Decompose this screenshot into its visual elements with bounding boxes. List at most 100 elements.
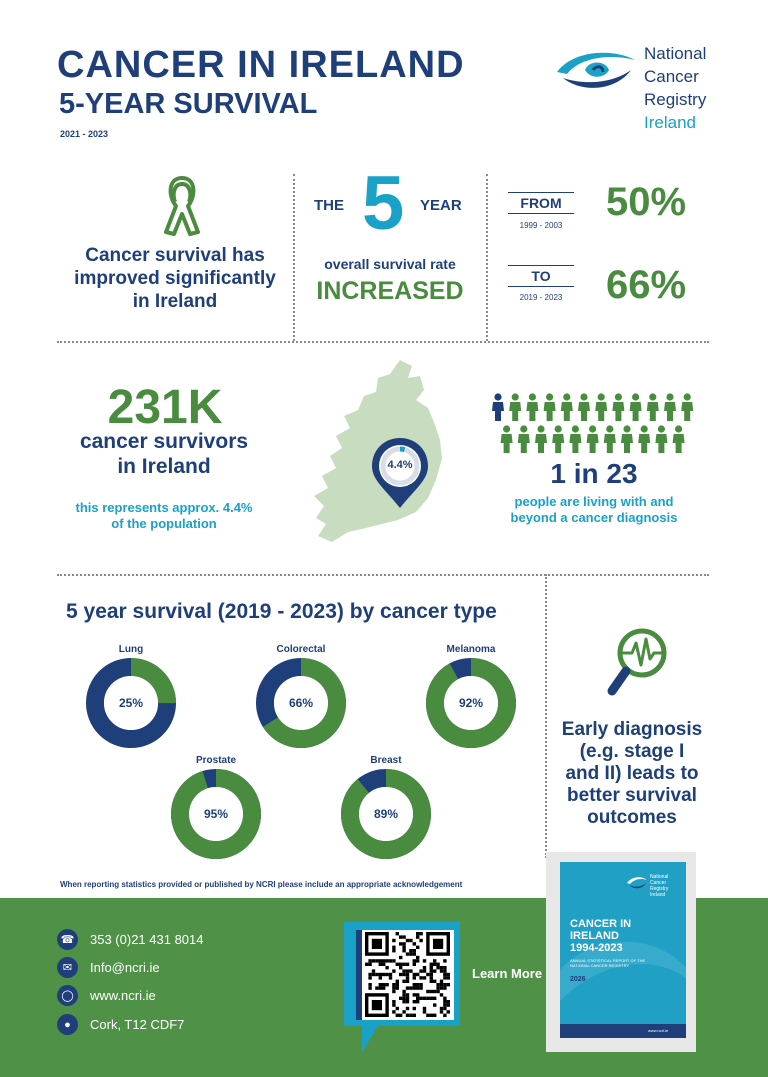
report-subtitle: ANNUAL STATISTICAL REPORT OF THE NATIONA… <box>570 958 645 968</box>
survivor-count: 231K <box>107 381 223 434</box>
divider <box>57 341 709 343</box>
donut-name-label: Prostate <box>196 755 236 766</box>
survivor-note-line: of the population <box>111 516 217 531</box>
logo-text: National Cancer Registry Ireland <box>644 42 706 134</box>
logo-line: National <box>644 44 707 63</box>
donut-value-label: 92% <box>459 696 483 710</box>
person-figure <box>526 393 539 421</box>
donut-survival-slice <box>86 658 176 748</box>
survivor-label: cancer survivors in Ireland <box>52 429 276 479</box>
person-figure <box>612 393 625 421</box>
person-figure <box>535 425 547 453</box>
person-figure <box>492 393 504 421</box>
pin-value: 4.4% <box>387 459 413 471</box>
logo-line: Cancer <box>644 67 699 86</box>
donut-melanoma: Melanoma 92% <box>426 644 516 748</box>
report-subtitle-line: NATIONAL CANCER REGISTRY <box>570 963 630 968</box>
to-box <box>508 265 574 287</box>
location-pin-icon: ● <box>57 1014 78 1035</box>
to-label: TO <box>531 268 551 284</box>
phone-text[interactable]: 353 (0)21 431 8014 <box>90 932 204 947</box>
donut-value-label: 89% <box>374 807 398 821</box>
donut-name-label: Breast <box>370 755 402 766</box>
person-figure <box>560 393 573 421</box>
person-figure <box>578 393 590 421</box>
donut-value-label: 95% <box>204 807 228 821</box>
person-figure <box>681 393 694 421</box>
donut-survival-slice <box>426 658 516 748</box>
donut-survival-slice <box>341 769 431 859</box>
early-line: better survival <box>567 785 697 806</box>
person-figure <box>664 393 676 421</box>
person-figure <box>509 393 522 421</box>
divider <box>486 174 488 341</box>
improvement-line: improved significantly <box>74 268 276 289</box>
contact-address: ● Cork, T12 CDF7 <box>57 1014 184 1035</box>
donut-charts: Lung 25% Colorectal 66% Melanoma 92% Prostate 9… <box>86 644 516 859</box>
report-swirl-icon <box>560 941 686 1002</box>
report-logo-line: Registry <box>650 886 669 892</box>
report-subtitle-line: ANNUAL STATISTICAL REPORT OF THE <box>570 958 646 963</box>
email-link[interactable]: Info@ncri.ie <box>90 960 160 975</box>
from-box <box>508 192 574 214</box>
by-type-heading: 5 year survival (2019 - 2023) by cancer … <box>66 600 497 623</box>
logo-line: Ireland <box>644 113 696 132</box>
person-figure <box>629 393 642 421</box>
awareness-ribbon-icon <box>164 176 200 236</box>
page-title: CANCER IN IRELAND <box>57 44 465 86</box>
from-label: FROM <box>520 195 562 211</box>
donut-value-label: 66% <box>289 696 313 710</box>
magnifier-heartbeat-icon <box>607 628 667 696</box>
person-figure <box>543 393 556 421</box>
person-figure <box>586 425 599 453</box>
donut-name-label: Colorectal <box>277 644 326 655</box>
person-figure <box>603 425 616 453</box>
contact-email: ✉ Info@ncri.ie <box>57 957 160 978</box>
report-cover[interactable]: National Cancer Registry Ireland CANCER … <box>560 862 686 1038</box>
survivor-label-line: cancer survivors <box>79 430 249 453</box>
rate-status: INCREASED <box>316 277 464 305</box>
improvement-line: Cancer survival has <box>85 245 265 266</box>
from-value: 50% <box>606 180 687 224</box>
person-figure <box>621 425 633 453</box>
contact-phone: ☎ 353 (0)21 431 8014 <box>57 929 203 950</box>
ncri-eye-logo-icon <box>557 52 635 88</box>
donut-prostate: Prostate 95% <box>171 755 261 859</box>
person-figure <box>595 393 608 421</box>
web-link[interactable]: www.ncri.ie <box>90 988 156 1003</box>
early-line: (e.g. stage I <box>579 741 685 762</box>
report-title-line: IRELAND <box>570 930 619 942</box>
learn-more-link[interactable]: Learn More <box>472 966 543 981</box>
from-period: 1999 - 2003 <box>519 221 563 230</box>
donut-survival-slice <box>171 769 261 859</box>
rate-number: 5 <box>362 161 405 246</box>
donut-breast: Breast 89% <box>341 755 431 859</box>
donut-name-label: Lung <box>119 644 143 655</box>
report-year: 2026 <box>570 976 586 983</box>
report-logo-line: Cancer <box>650 880 667 886</box>
phone-icon: ☎ <box>57 929 78 950</box>
ratio-headline: 1 in 23 <box>550 458 638 489</box>
donut-colorectal: Colorectal 66% <box>256 644 346 748</box>
early-line: and II) leads to <box>565 763 699 784</box>
divider <box>545 574 547 858</box>
person-figure <box>638 425 651 453</box>
logo-line: Registry <box>644 90 707 109</box>
early-diagnosis-text: Early diagnosis (e.g. stage I and II) le… <box>553 719 711 829</box>
report-logo-text: National Cancer Registry Ireland <box>650 874 668 898</box>
location-pin-icon <box>372 438 428 508</box>
ratio-text: people are living with and beyond a canc… <box>486 494 702 526</box>
to-value: 66% <box>606 263 687 307</box>
divider <box>293 174 295 341</box>
mail-icon: ✉ <box>57 957 78 978</box>
person-figure <box>517 425 530 453</box>
rate-the: THE <box>314 197 344 214</box>
donut-survival-slice <box>256 658 346 748</box>
rate-subtitle: overall survival rate <box>324 256 456 272</box>
qr-code-icon[interactable] <box>362 930 454 1020</box>
survivor-note: this represents approx. 4.4% of the popu… <box>52 500 276 532</box>
address-text: Cork, T12 CDF7 <box>90 1017 185 1032</box>
ratio-text-line: people are living with and <box>514 494 674 509</box>
person-figure <box>569 425 582 453</box>
early-line: outcomes <box>587 807 677 828</box>
